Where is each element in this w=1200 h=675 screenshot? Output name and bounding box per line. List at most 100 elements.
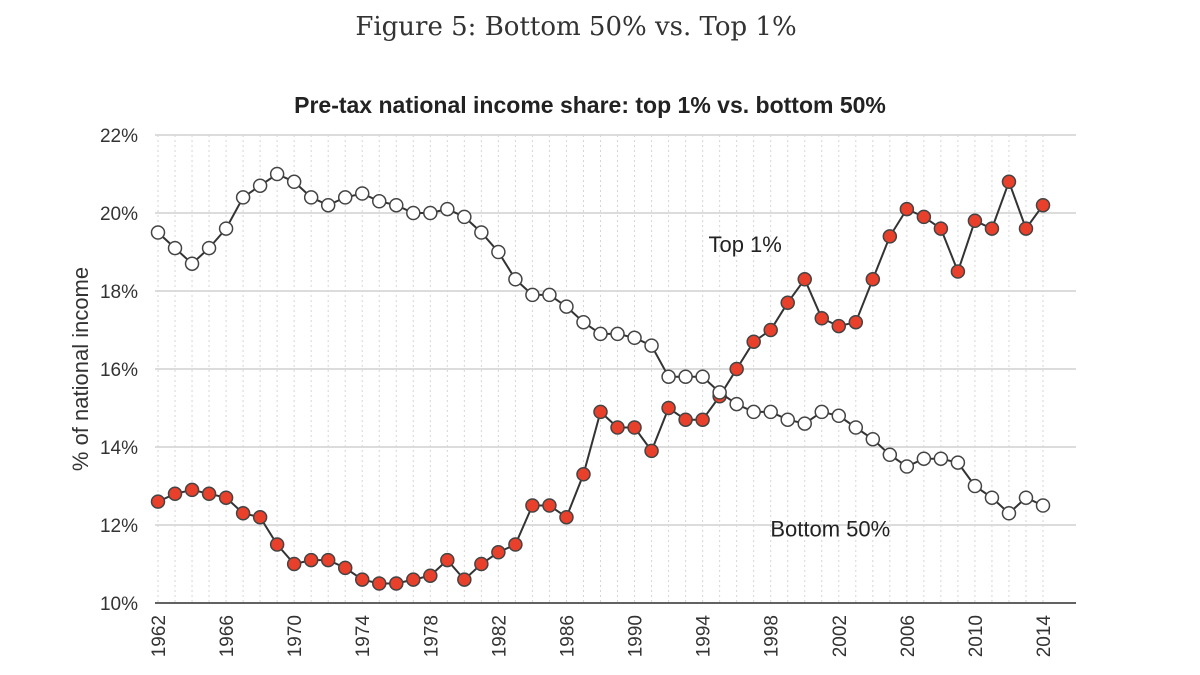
data-point (627, 330, 642, 346)
data-point (763, 322, 778, 338)
data-point (542, 287, 557, 303)
data-point (831, 408, 847, 424)
data-point (1035, 498, 1051, 513)
data-point (508, 537, 523, 552)
data-point (712, 385, 727, 400)
data-point (474, 225, 489, 240)
data-point (1035, 197, 1051, 213)
data-point (984, 490, 1000, 505)
grid (155, 134, 1076, 604)
data-point (746, 334, 761, 349)
x-tick-label: 1962 (149, 615, 170, 657)
x-tick-label: 2010 (966, 615, 987, 657)
x-tick-label: 1998 (762, 615, 783, 657)
data-point (559, 509, 574, 525)
x-tick-label: 2014 (1034, 615, 1055, 658)
data-point (1018, 490, 1034, 505)
data-point (797, 272, 812, 287)
data-point (184, 482, 200, 498)
data-point (167, 486, 183, 502)
data-point (848, 420, 864, 435)
data-point (899, 201, 915, 217)
data-point (967, 478, 983, 494)
data-point (661, 369, 676, 385)
data-point (525, 498, 540, 513)
data-point (882, 447, 898, 463)
x-tick-label: 1990 (626, 615, 647, 657)
data-point (201, 240, 217, 256)
data-point (916, 451, 932, 466)
x-tick-labels: 1962 1966 1970 1974 1978 1982 1986 1990 1994 1998… (149, 615, 1055, 658)
series-annotation: Bottom 50% (770, 517, 890, 542)
y-tick-label: 14% (100, 438, 138, 459)
data-point (320, 552, 336, 568)
data-point (286, 556, 302, 572)
x-tick-label: 2006 (898, 615, 919, 657)
series (150, 166, 1051, 591)
data-point (252, 509, 268, 525)
data-point (933, 451, 949, 466)
figure-caption: Figure 5: Bottom 50% vs. Top 1% (355, 12, 797, 42)
series-annotation: Top 1% (708, 232, 781, 257)
data-point (848, 314, 864, 330)
data-point (184, 256, 200, 271)
data-point (559, 299, 574, 314)
data-point (389, 576, 404, 591)
data-point (235, 506, 251, 521)
data-point (235, 190, 251, 205)
y-tick-label: 22% (100, 126, 138, 147)
data-point (984, 221, 1000, 236)
data-point (678, 369, 693, 385)
data-point (1001, 506, 1017, 521)
data-point (1001, 174, 1017, 190)
data-point (337, 190, 353, 205)
y-axis-label: % of national income (68, 267, 93, 471)
data-point (763, 404, 778, 420)
data-point (269, 537, 285, 552)
data-point (303, 190, 319, 205)
data-point (201, 486, 217, 502)
data-point (525, 287, 540, 303)
data-point (406, 205, 421, 221)
data-point (593, 326, 608, 342)
data-point (218, 490, 234, 505)
x-tick-label: 1966 (217, 615, 238, 657)
data-point (303, 552, 319, 568)
data-point (372, 576, 387, 591)
data-point (950, 455, 966, 470)
data-point (644, 338, 659, 353)
data-point (286, 174, 302, 190)
x-tick-label: 1970 (285, 615, 306, 657)
data-point (814, 311, 829, 326)
x-tick-label: 1994 (694, 615, 715, 658)
y-tick-label: 10% (100, 594, 138, 615)
data-point (644, 443, 659, 459)
data-point (252, 178, 268, 193)
y-tick-label: 18% (100, 282, 138, 303)
x-tick-label: 1978 (421, 615, 442, 657)
y-tick-labels: 10% 12% 14% 16% 18% 20% 22% (100, 126, 138, 615)
data-point (389, 197, 404, 213)
data-point (508, 272, 523, 287)
data-point (610, 326, 625, 342)
data-point (354, 572, 370, 587)
data-point (865, 272, 881, 287)
data-point (491, 244, 506, 260)
x-tick-label: 1986 (557, 615, 578, 657)
data-point (797, 416, 812, 431)
data-point (610, 420, 625, 435)
data-point (372, 194, 387, 209)
data-point (831, 318, 847, 334)
data-point (746, 404, 761, 420)
data-point (899, 459, 915, 474)
y-tick-label: 20% (100, 204, 138, 225)
data-point (167, 240, 183, 256)
data-point (457, 572, 472, 587)
data-point (678, 412, 693, 427)
data-point (337, 560, 353, 576)
series-line (157, 178, 1044, 585)
data-point (406, 572, 421, 587)
data-point (967, 213, 983, 229)
data-point (440, 201, 455, 217)
